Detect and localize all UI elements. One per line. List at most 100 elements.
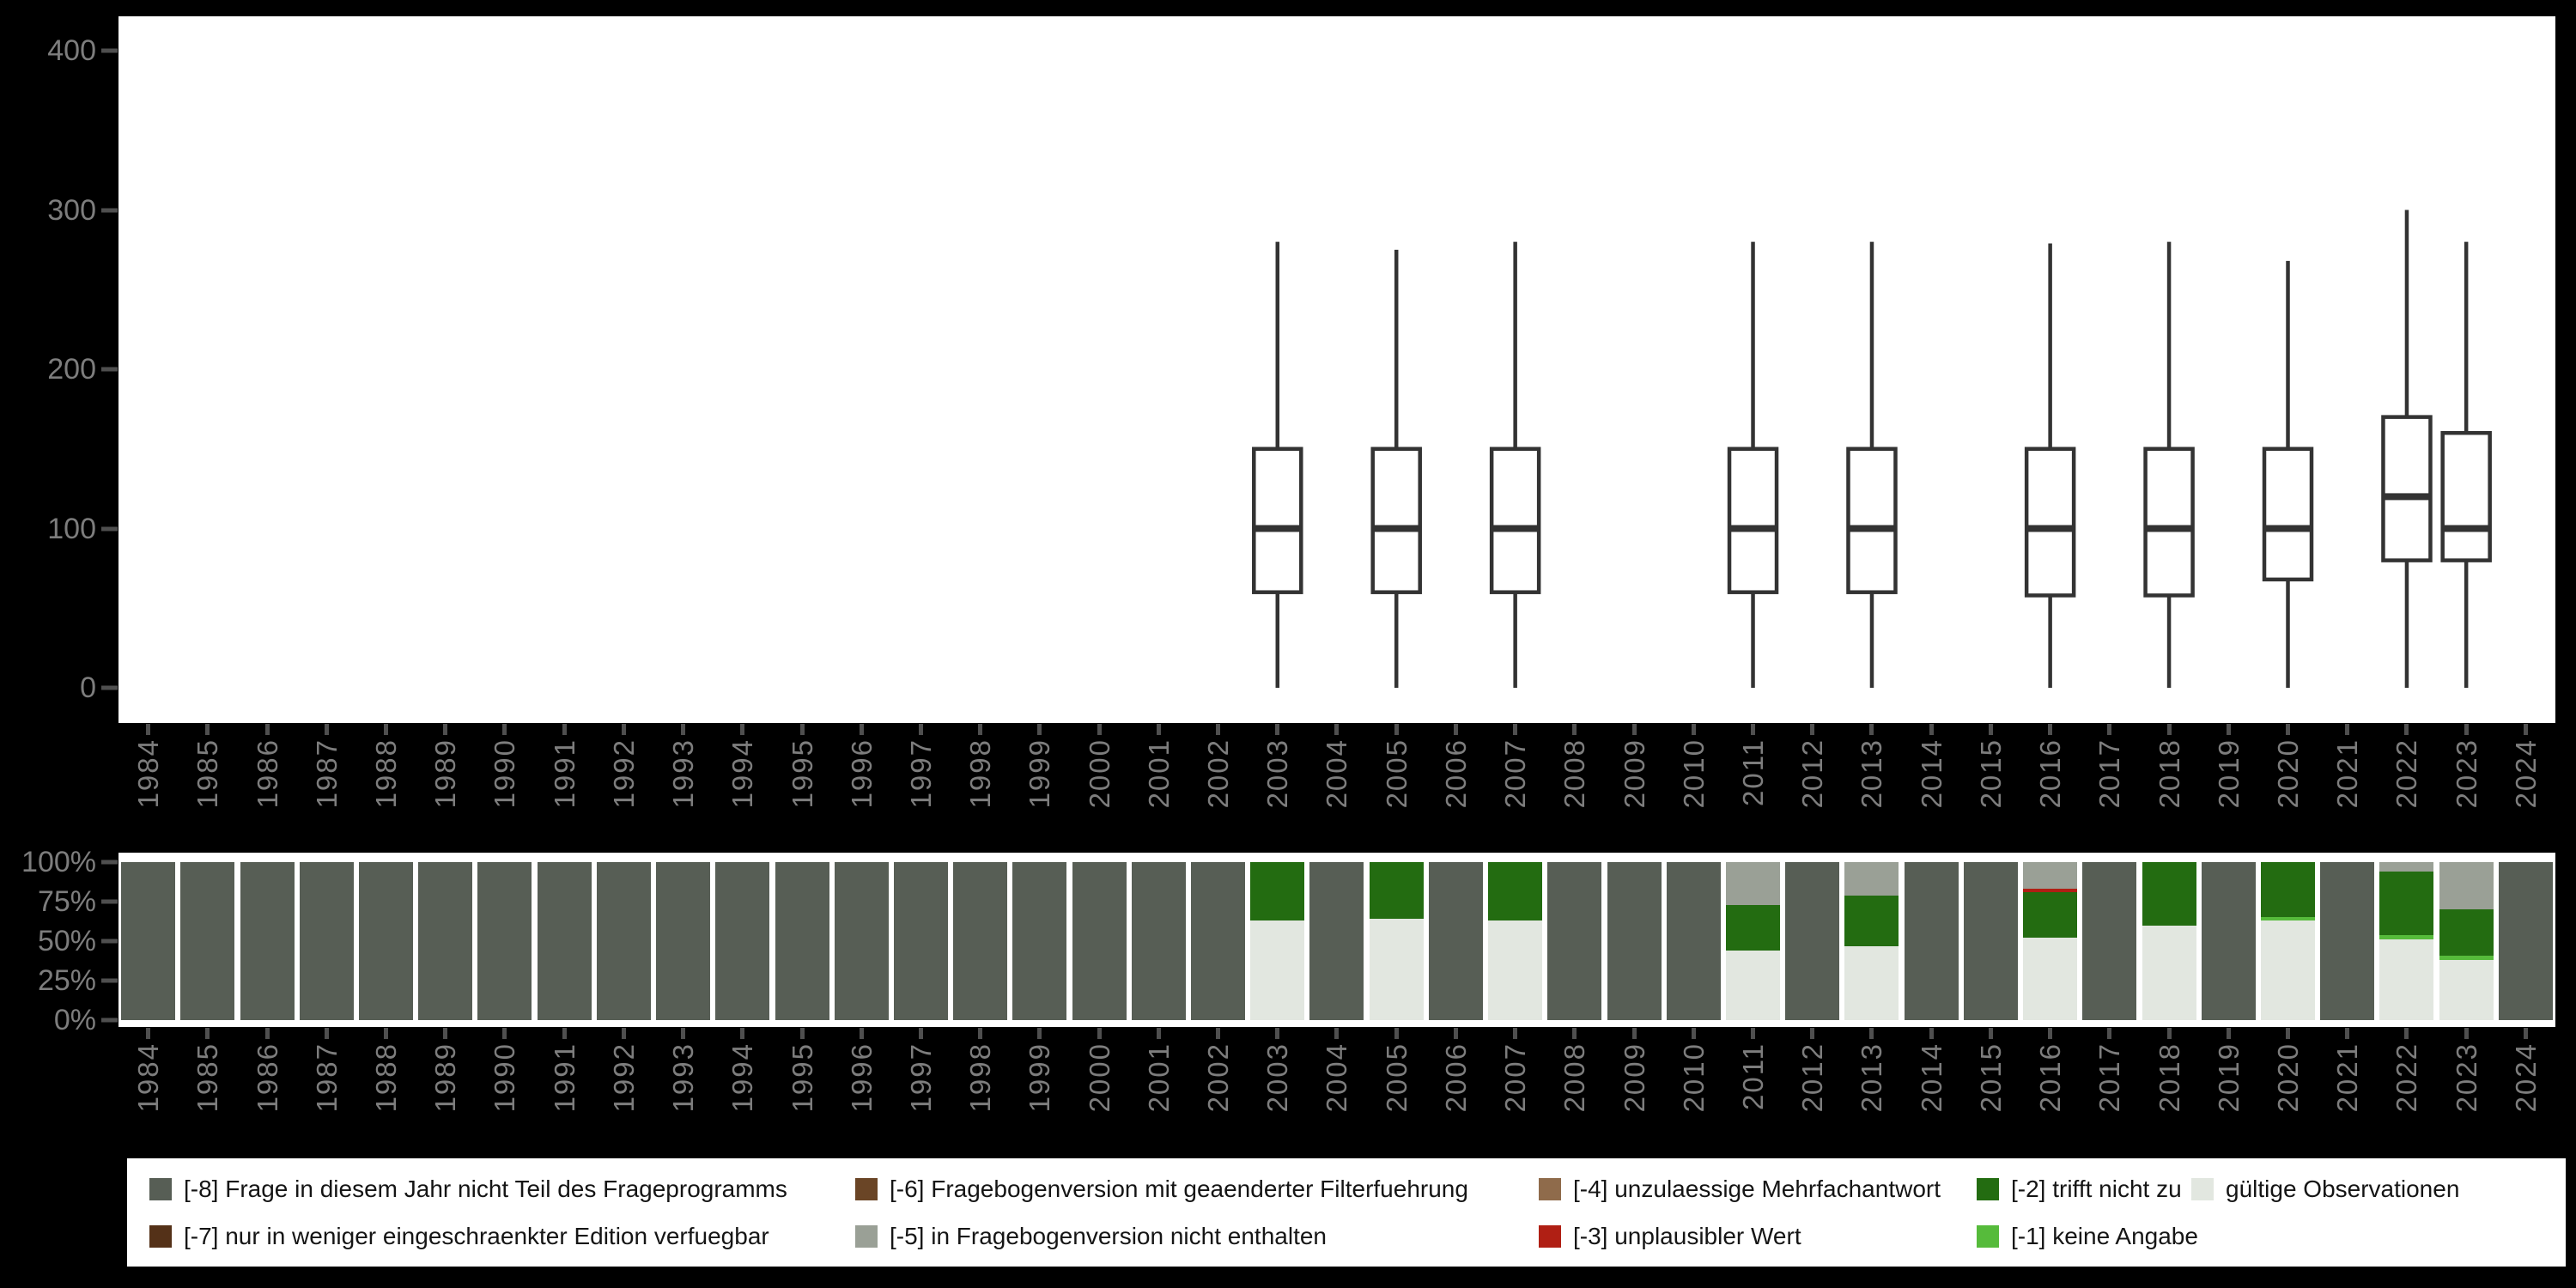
x-axis-year-label: 2014 (1915, 1042, 1947, 1113)
x-axis-year-label: 2016 (2034, 738, 2067, 809)
x-axis-year-label: 2018 (2153, 738, 2185, 809)
x-tick-mark (918, 1028, 923, 1039)
x-tick-slot (1307, 1028, 1366, 1039)
x-label-slot: 2022 (2377, 1042, 2436, 1128)
x-axis-year-label: 2009 (1618, 738, 1650, 809)
x-label-slot: 2012 (1783, 1042, 1842, 1128)
x-tick-slot (1902, 1028, 1961, 1039)
stacked-bar-2017 (2082, 862, 2137, 1020)
legend-swatch-valid (2191, 1177, 2214, 1200)
x-label-slot: 1997 (891, 1042, 951, 1128)
x-axis-year-label: 2018 (2153, 1042, 2185, 1113)
x-tick-mark (918, 724, 923, 735)
bar-segment--2 (2023, 891, 2078, 939)
x-label-slot: 2006 (1426, 738, 1485, 824)
x-tick-mark (2345, 1028, 2350, 1039)
x-label-slot: 1999 (1010, 1042, 1069, 1128)
x-label-slot: 1984 (118, 1042, 178, 1128)
stacked-bar-2024 (2498, 862, 2553, 1020)
x-label-slot: 2017 (2080, 738, 2139, 824)
x-tick-slot (297, 1028, 356, 1039)
x-label-slot: 2023 (2437, 738, 2496, 824)
bar-segment--2 (2379, 872, 2434, 935)
x-label-slot: 2000 (1070, 1042, 1129, 1128)
x-tick-slot (2318, 1028, 2377, 1039)
x-axis-year-label: 1999 (1024, 738, 1056, 809)
x-tick-mark (681, 1028, 686, 1039)
x-tick-mark (2048, 724, 2053, 735)
bar-slot (2318, 862, 2377, 1020)
x-tick-slot (475, 724, 534, 735)
bar-slot (356, 862, 416, 1020)
stacked-bar-2023 (2439, 862, 2494, 1020)
x-tick-mark (1275, 724, 1280, 735)
x-tick-mark (562, 724, 567, 735)
x-axis-year-label: 2000 (1083, 1042, 1115, 1113)
x-label-slot: 2001 (1129, 1042, 1188, 1128)
legend-entry--7: [-7] nur in weniger eingeschraenkter Edi… (149, 1223, 855, 1250)
x-tick-slot (2496, 1028, 2555, 1039)
x-tick-slot (772, 724, 831, 735)
boxplot-ytick-mark (101, 685, 118, 690)
x-tick-mark (2345, 724, 2350, 735)
bar-segment--2 (1488, 862, 1543, 921)
legend-label--2: [-2] trifft nicht zu (2011, 1175, 2182, 1202)
boxplot-2020 (2262, 260, 2314, 688)
x-axis-year-label: 2004 (1321, 738, 1353, 809)
boxplot-x-ticks (118, 724, 2555, 735)
x-tick-slot (118, 724, 178, 735)
bar-segment--8 (180, 862, 235, 1020)
x-tick-mark (2226, 1028, 2231, 1039)
bar-segment--5 (2023, 862, 2078, 890)
x-axis-year-label: 2017 (2093, 1042, 2126, 1113)
x-label-slot: 2009 (1604, 738, 1663, 824)
bar-segment--1 (2439, 955, 2494, 961)
boxplot-2023 (2440, 241, 2492, 688)
boxplot-ytick-mark (101, 526, 118, 531)
stacked-bar-2005 (1369, 862, 1424, 1020)
x-tick-slot (2258, 1028, 2318, 1039)
bar-segment-valid (1844, 945, 1899, 1020)
bar-segment--8 (1607, 862, 1662, 1020)
bar-slot (1723, 862, 1783, 1020)
x-label-slot: 1989 (416, 738, 475, 824)
bar-slot (1604, 862, 1663, 1020)
x-axis-year-label: 1996 (845, 1042, 878, 1113)
x-axis-year-label: 2013 (1856, 1042, 1888, 1113)
x-tick-mark (2464, 1028, 2469, 1039)
x-tick-mark (1453, 724, 1458, 735)
bar-slot (2080, 862, 2139, 1020)
stacked-bar-2021 (2320, 862, 2375, 1020)
x-axis-year-label: 1988 (369, 738, 402, 809)
x-tick-mark (502, 724, 507, 735)
bar-segment--5 (1844, 862, 1899, 896)
x-label-slot: 1992 (594, 738, 653, 824)
stacked-bar-ytick-label: 25% (37, 964, 96, 997)
stacked-bar-1993 (656, 862, 711, 1020)
bar-segment--8 (418, 862, 473, 1020)
x-tick-mark (1097, 1028, 1102, 1039)
bar-segment--3 (2023, 889, 2078, 892)
x-axis-year-label: 1995 (786, 1042, 818, 1113)
x-tick-mark (1988, 1028, 1993, 1039)
x-tick-mark (1631, 724, 1637, 735)
x-label-slot: 1990 (475, 738, 534, 824)
legend: [-8] Frage in diesem Jahr nicht Teil des… (127, 1158, 2566, 1267)
x-tick-mark (502, 1028, 507, 1039)
stacked-bar-2003 (1250, 862, 1305, 1020)
bar-segment--2 (2439, 909, 2494, 956)
x-tick-slot (1129, 724, 1188, 735)
bar-slot (1545, 862, 1604, 1020)
bar-segment--2 (1250, 862, 1305, 921)
x-tick-mark (681, 724, 686, 735)
bar-segment--8 (121, 862, 176, 1020)
x-axis-year-label: 2023 (2450, 1042, 2482, 1113)
x-tick-slot (2258, 724, 2318, 735)
x-axis-year-label: 2000 (1083, 738, 1115, 809)
x-label-slot: 2010 (1664, 1042, 1723, 1128)
bar-slot (2496, 862, 2555, 1020)
stacked-bar-ytick-label: 50% (37, 925, 96, 957)
x-axis-year-label: 2023 (2450, 738, 2482, 809)
x-label-slot: 1995 (772, 1042, 831, 1128)
x-tick-slot (951, 724, 1010, 735)
